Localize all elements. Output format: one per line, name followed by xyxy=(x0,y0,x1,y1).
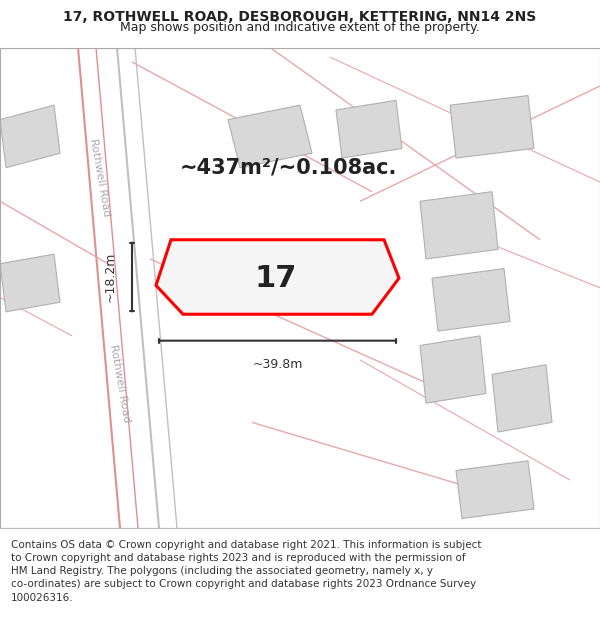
Polygon shape xyxy=(228,105,312,168)
Polygon shape xyxy=(492,365,552,432)
Polygon shape xyxy=(336,101,402,158)
Polygon shape xyxy=(0,105,60,168)
Text: 17, ROTHWELL ROAD, DESBOROUGH, KETTERING, NN14 2NS: 17, ROTHWELL ROAD, DESBOROUGH, KETTERING… xyxy=(64,11,536,24)
Text: ~18.2m: ~18.2m xyxy=(104,252,117,302)
Text: Map shows position and indicative extent of the property.: Map shows position and indicative extent… xyxy=(120,21,480,34)
Text: 17: 17 xyxy=(255,264,297,292)
Polygon shape xyxy=(432,269,510,331)
Text: ~39.8m: ~39.8m xyxy=(253,357,302,371)
Polygon shape xyxy=(456,461,534,519)
Text: Rothwell Road: Rothwell Road xyxy=(88,138,112,217)
Text: Contains OS data © Crown copyright and database right 2021. This information is : Contains OS data © Crown copyright and d… xyxy=(11,540,481,602)
Text: Rothwell Road: Rothwell Road xyxy=(108,344,132,424)
Polygon shape xyxy=(420,336,486,403)
Text: ~437m²/~0.108ac.: ~437m²/~0.108ac. xyxy=(179,158,397,177)
Polygon shape xyxy=(156,240,399,314)
Polygon shape xyxy=(450,96,534,158)
Polygon shape xyxy=(0,254,60,312)
Polygon shape xyxy=(420,192,498,259)
